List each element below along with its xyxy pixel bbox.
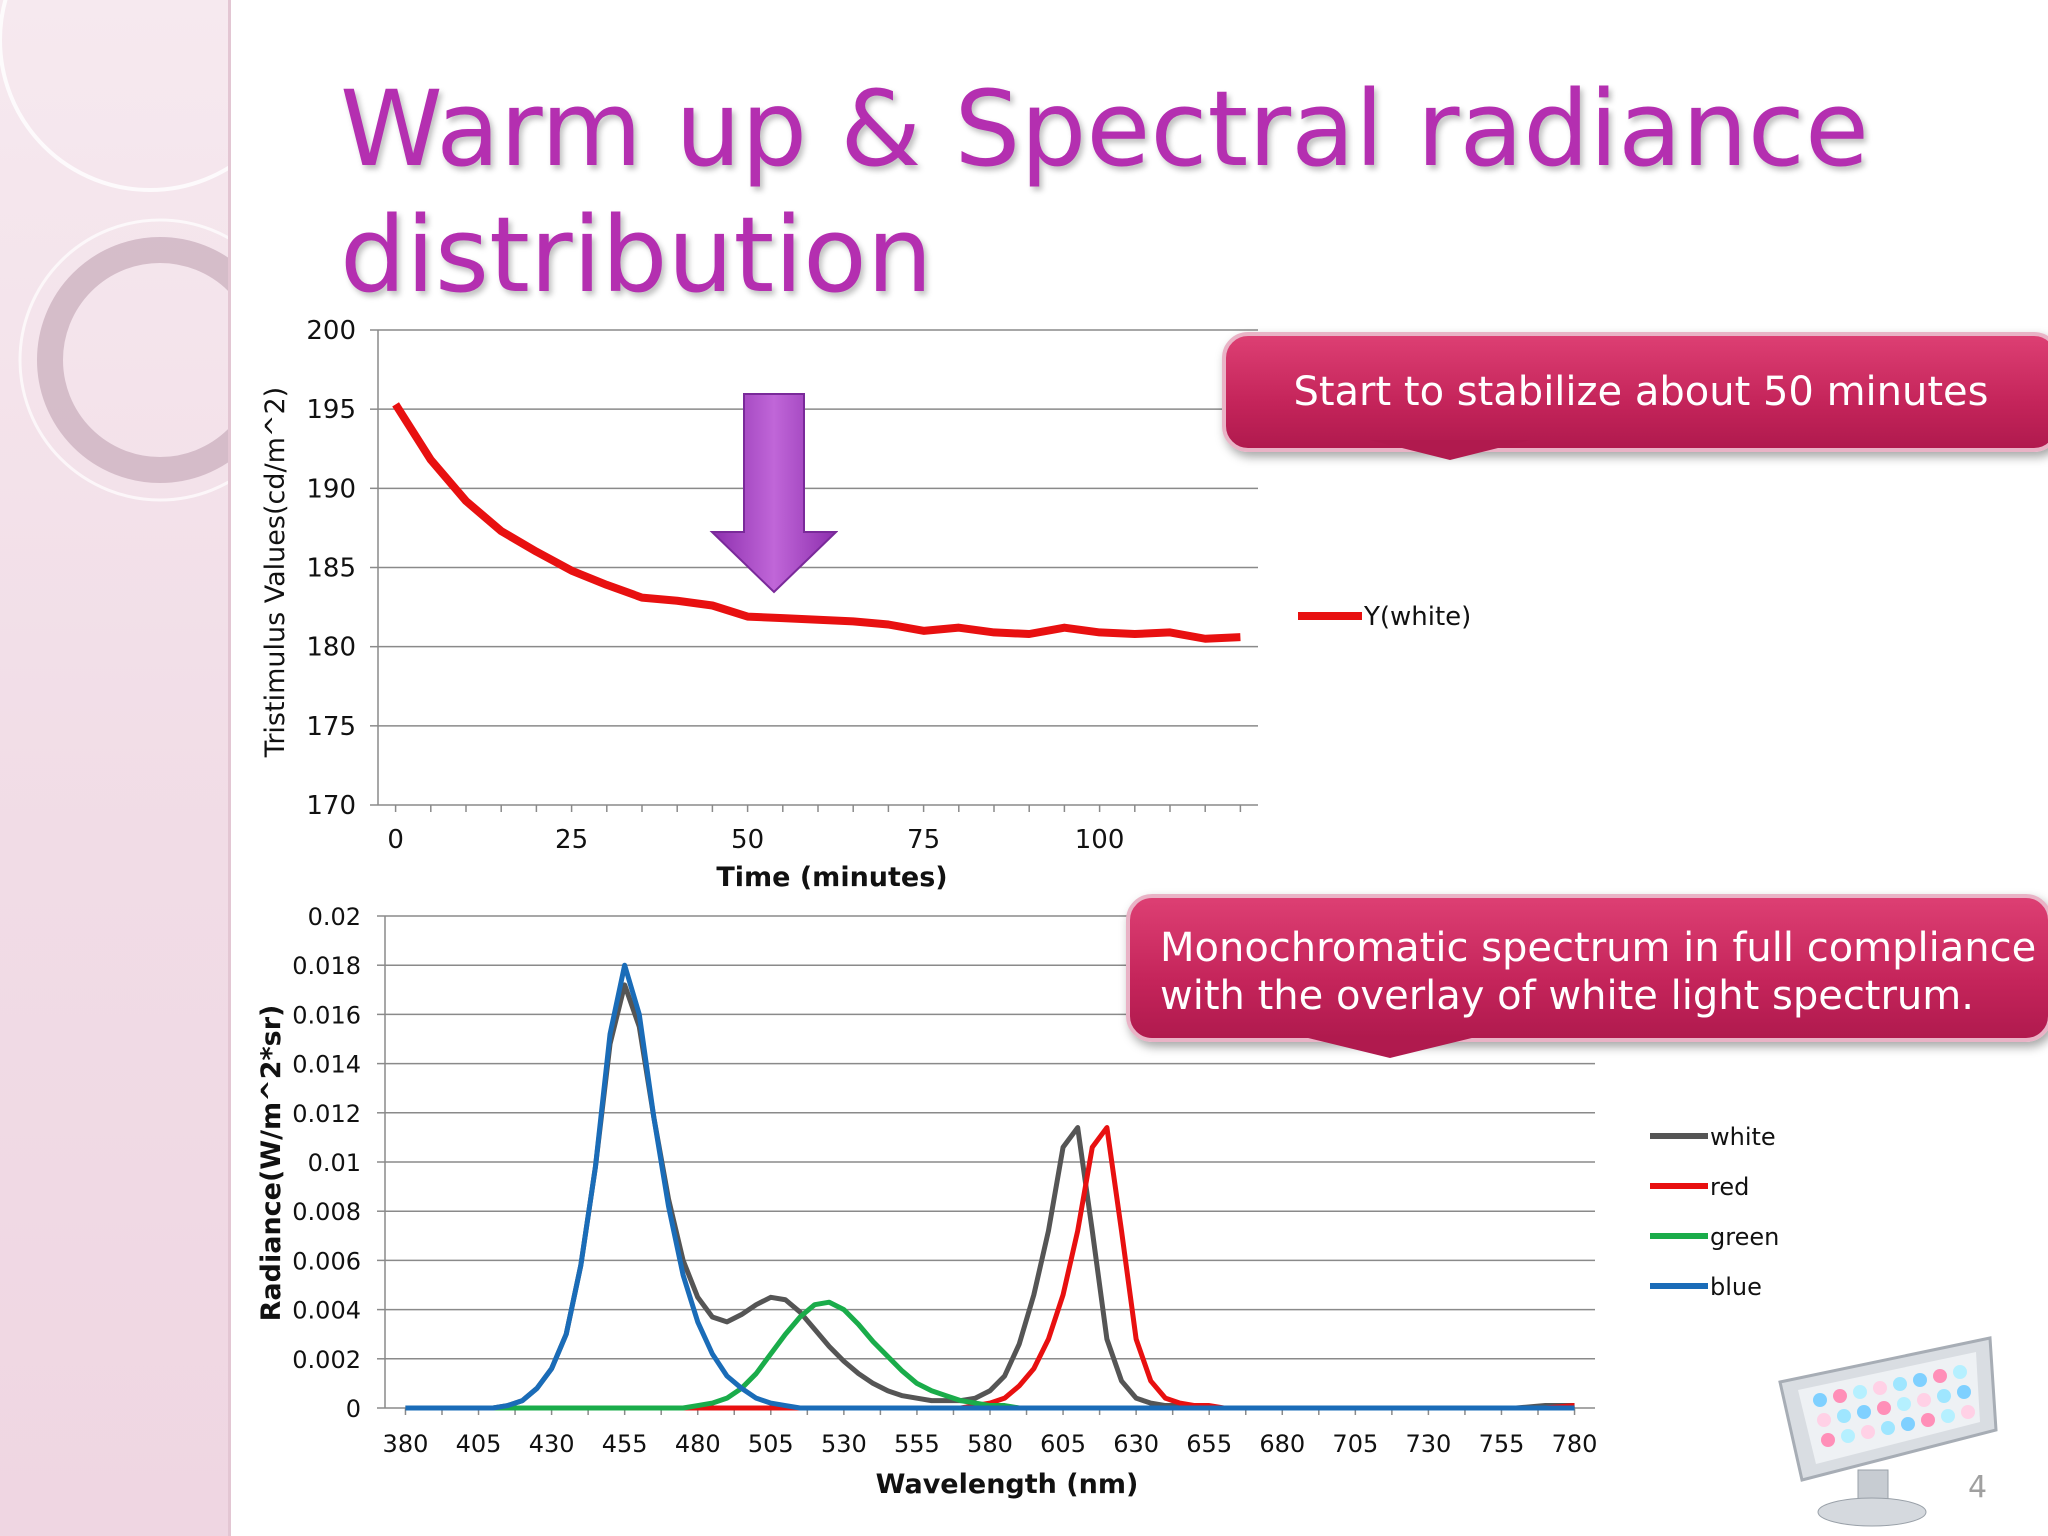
led-dot — [1857, 1405, 1871, 1419]
y-tick-label: 0.004 — [292, 1297, 361, 1325]
legend-label: blue — [1710, 1273, 1762, 1301]
x-tick-label: 455 — [602, 1430, 648, 1458]
x-tick-label: 75 — [907, 825, 940, 855]
y-tick-label: 175 — [306, 712, 356, 742]
led-dot — [1893, 1377, 1907, 1391]
led-dot — [1961, 1405, 1975, 1419]
y-tick-label: 0.012 — [292, 1100, 361, 1128]
x-tick-label: 405 — [456, 1430, 502, 1458]
led-dot — [1821, 1433, 1835, 1447]
legend-label: Y(white) — [1363, 602, 1471, 632]
x-tick-label: 555 — [894, 1430, 940, 1458]
x-tick-label: 380 — [383, 1430, 429, 1458]
led-dot — [1873, 1381, 1887, 1395]
stabilize-callout: Start to stabilize about 50 minutes — [1222, 332, 2048, 452]
x-tick-label: 605 — [1040, 1430, 1086, 1458]
callout-pointer — [1300, 1036, 1480, 1058]
legend-label: green — [1710, 1223, 1779, 1251]
x-tick-label: 480 — [675, 1430, 721, 1458]
x-axis-label: Time (minutes) — [716, 862, 947, 893]
y-tick-label: 180 — [306, 633, 356, 663]
led-dot — [1853, 1385, 1867, 1399]
y-tick-label: 170 — [306, 791, 356, 821]
x-tick-label: 0 — [387, 825, 404, 855]
page-number: 4 — [1968, 1470, 1988, 1505]
spectrum-callout: Monochromatic spectrum in full complianc… — [1126, 894, 2048, 1042]
x-tick-label: 630 — [1113, 1430, 1159, 1458]
x-tick-label: 430 — [529, 1430, 575, 1458]
led-fixture-image — [1778, 1336, 1998, 1527]
decorative-sidebar — [0, 0, 231, 1536]
x-tick-label: 705 — [1332, 1430, 1378, 1458]
y-tick-label: 0.01 — [308, 1149, 361, 1177]
y-tick-label: 0.008 — [292, 1198, 361, 1226]
led-dot — [1937, 1389, 1951, 1403]
led-dot — [1921, 1413, 1935, 1427]
y-tick-label: 0.018 — [292, 952, 361, 980]
led-dot — [1813, 1393, 1827, 1407]
y-tick-label: 0 — [346, 1395, 361, 1423]
led-dot — [1953, 1365, 1967, 1379]
y-tick-label: 200 — [306, 316, 356, 346]
x-axis-label: Wavelength (nm) — [876, 1469, 1139, 1500]
led-dot — [1837, 1409, 1851, 1423]
decorative-rings — [0, 0, 228, 502]
led-dot — [1897, 1397, 1911, 1411]
down-arrow-icon — [709, 393, 838, 594]
led-dot — [1833, 1389, 1847, 1403]
legend-label: red — [1710, 1173, 1749, 1201]
x-tick-label: 755 — [1479, 1430, 1525, 1458]
legend-label: white — [1710, 1123, 1776, 1151]
led-dot — [1917, 1393, 1931, 1407]
y-axis-label: Radiance(W/m^2*sr) — [256, 1005, 287, 1322]
led-dot — [1901, 1417, 1915, 1431]
x-tick-label: 580 — [967, 1430, 1013, 1458]
x-tick-label: 505 — [748, 1430, 794, 1458]
x-tick-label: 680 — [1259, 1430, 1305, 1458]
x-tick-label: 530 — [821, 1430, 867, 1458]
x-tick-label: 730 — [1405, 1430, 1451, 1458]
led-dot — [1933, 1369, 1947, 1383]
y-tick-label: 0.014 — [292, 1051, 361, 1079]
led-dot — [1861, 1425, 1875, 1439]
y-tick-label: 0.02 — [308, 903, 361, 931]
x-tick-label: 780 — [1552, 1430, 1598, 1458]
y-tick-label: 0.002 — [292, 1346, 361, 1374]
y-tick-label: 185 — [306, 554, 356, 584]
led-dot — [1881, 1421, 1895, 1435]
callout-pointer — [1370, 440, 1530, 460]
led-dot — [1913, 1373, 1927, 1387]
x-tick-label: 655 — [1186, 1430, 1232, 1458]
y-tick-label: 190 — [306, 474, 356, 504]
x-tick-label: 100 — [1075, 825, 1125, 855]
x-tick-label: 50 — [731, 825, 764, 855]
y-axis-label: Tristimulus Values(cd/m^2) — [260, 387, 291, 758]
y-tick-label: 195 — [306, 395, 356, 425]
led-dot — [1841, 1429, 1855, 1443]
page-title: Warm up & Spectral radiance distribution — [340, 68, 1869, 316]
led-dot — [1817, 1413, 1831, 1427]
led-dot — [1941, 1409, 1955, 1423]
y-tick-label: 0.006 — [292, 1247, 361, 1275]
y-tick-label: 0.016 — [292, 1001, 361, 1029]
series-line-y-white — [392, 402, 1241, 643]
led-dot — [1957, 1385, 1971, 1399]
series-line-blue — [405, 962, 1575, 1411]
led-dot — [1877, 1401, 1891, 1415]
x-tick-label: 25 — [555, 825, 588, 855]
